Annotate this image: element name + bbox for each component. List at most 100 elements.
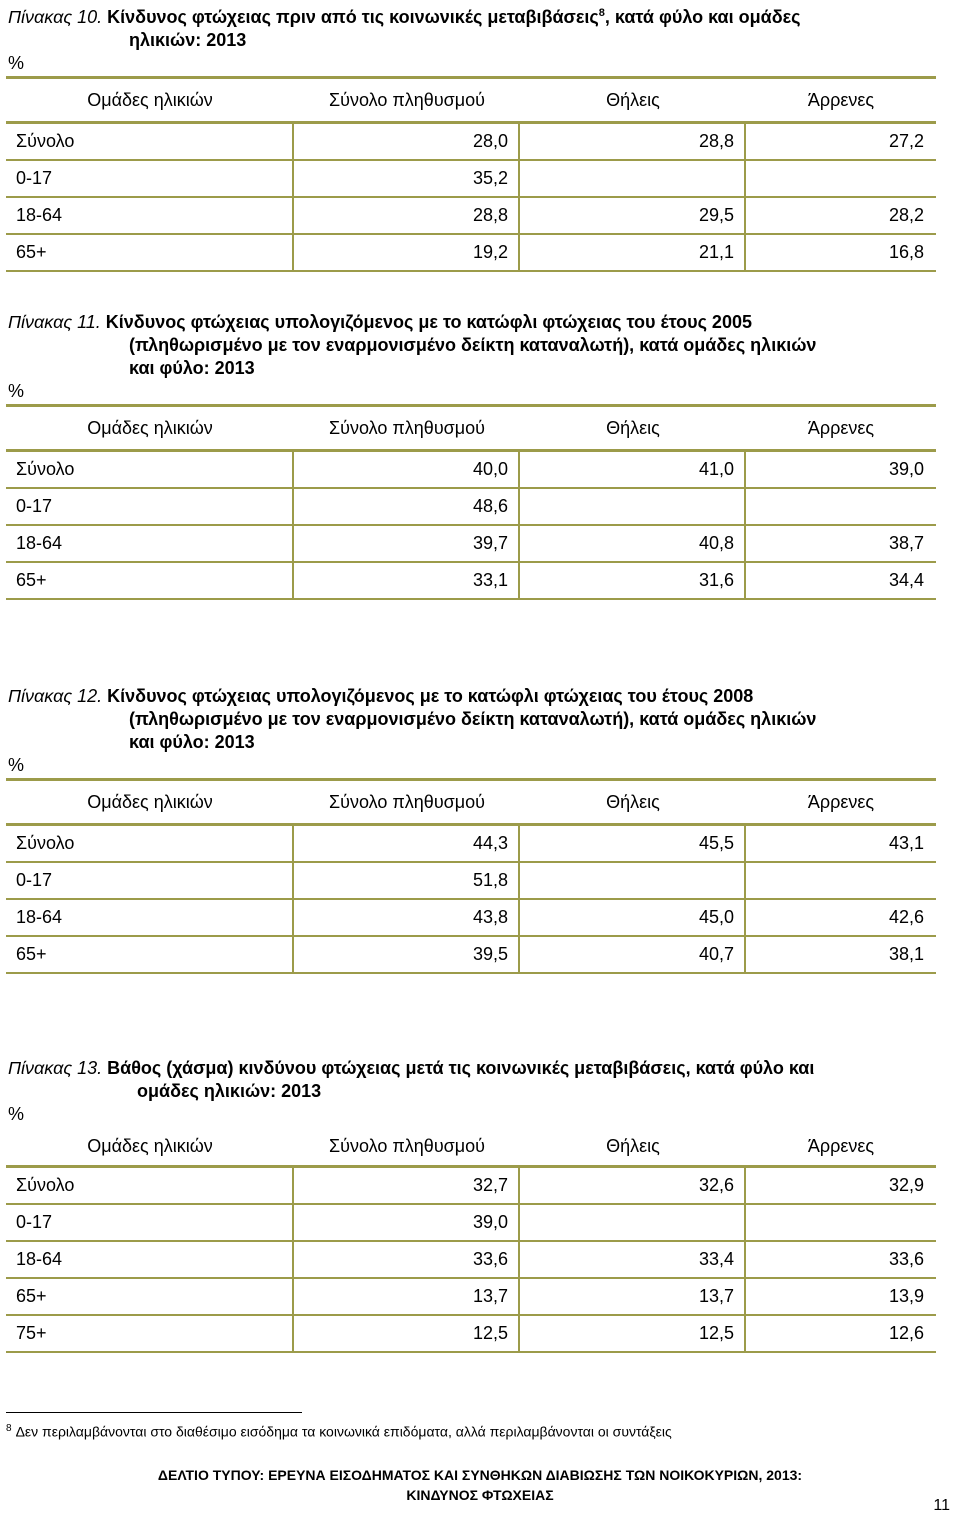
unit-label: % (8, 53, 25, 73)
title-text: Βάθος (χάσμα) κινδύνου φτώχειας μετά τις… (102, 1058, 815, 1078)
col-header-total: Σύνολο πληθυσμού (329, 1135, 485, 1156)
male-cell: 38,1 (888, 944, 924, 964)
age-group-cell: 18-64 (6, 526, 294, 561)
table-row: 18-64 33,6 33,4 33,6 (6, 1242, 936, 1279)
title-text: , κατά φύλο και ομάδες (604, 7, 801, 27)
female-cell: 45,0 (520, 900, 746, 935)
total-cell: 13,7 (294, 1279, 520, 1314)
age-group-cell: Σύνολο (6, 124, 294, 159)
table-row: 65+ 39,5 40,7 38,1 (6, 937, 936, 974)
age-group-cell: Σύνολο (6, 452, 294, 487)
female-cell (520, 863, 746, 898)
table-12: Πίνακας 12. Κίνδυνος φτώχειας υπολογιζόμ… (6, 685, 936, 974)
male-cell: 43,1 (888, 833, 924, 853)
female-cell: 33,4 (520, 1242, 746, 1277)
table-row: 18-64 39,7 40,8 38,7 (6, 526, 936, 563)
table-row: Σύνολο 40,0 41,0 39,0 (6, 452, 936, 489)
table-row: 65+ 13,7 13,7 13,9 (6, 1279, 936, 1316)
col-header-age: Ομάδες ηλικιών (87, 417, 213, 438)
table-row: 0-17 48,6 (6, 489, 936, 526)
footnote-text: Δεν περιλαμβάνονται στο διαθέσιμο εισόδη… (15, 1423, 672, 1440)
table-row: 65+ 19,2 21,1 16,8 (6, 235, 936, 272)
table-label: Πίνακας 10. (8, 7, 103, 27)
col-header-female: Θήλεις (606, 791, 660, 812)
title-text: Κίνδυνος φτώχειας υπολογιζόμενος με το κ… (102, 686, 754, 706)
total-cell: 33,6 (294, 1242, 520, 1277)
total-cell: 12,5 (294, 1316, 520, 1351)
age-group-cell: 65+ (6, 1279, 294, 1314)
total-cell: 28,8 (294, 198, 520, 233)
total-cell: 48,6 (294, 489, 520, 524)
col-header-male: Άρρενες (807, 417, 875, 438)
age-group-cell: 18-64 (6, 900, 294, 935)
female-cell: 12,5 (520, 1316, 746, 1351)
header-row: Ομάδες ηλικιών Σύνολο πληθυσμού Θήλεις Ά… (6, 407, 936, 452)
data-grid: Ομάδες ηλικιών Σύνολο πληθυσμού Θήλεις Ά… (6, 404, 936, 600)
footnote-ref: 8 (598, 7, 605, 19)
table-row: 0-17 39,0 (6, 1205, 936, 1242)
col-header-total: Σύνολο πληθυσμού (329, 417, 485, 438)
total-cell: 28,0 (294, 124, 520, 159)
col-header-total: Σύνολο πληθυσμού (329, 89, 485, 110)
age-group-cell: 18-64 (6, 1242, 294, 1277)
table-row: Σύνολο 28,0 28,8 27,2 (6, 124, 936, 161)
table-12-title: Πίνακας 12. Κίνδυνος φτώχειας υπολογιζόμ… (6, 685, 936, 754)
title-text: και φύλο: 2013 (129, 732, 255, 752)
age-group-cell: 65+ (6, 563, 294, 598)
table-row: 0-17 35,2 (6, 161, 936, 198)
male-cell: 32,9 (888, 1175, 924, 1195)
male-cell (746, 863, 936, 898)
col-header-female: Θήλεις (606, 89, 660, 110)
col-header-male: Άρρενες (807, 791, 875, 812)
table-row: 18-64 43,8 45,0 42,6 (6, 900, 936, 937)
table-row: 0-17 51,8 (6, 863, 936, 900)
data-grid: Ομάδες ηλικιών Σύνολο πληθυσμού Θήλεις Ά… (6, 778, 936, 974)
male-cell: 39,0 (888, 459, 924, 479)
age-group-cell: 18-64 (6, 198, 294, 233)
total-cell: 44,3 (294, 826, 520, 861)
table-13-title: Πίνακας 13. Βάθος (χάσμα) κινδύνου φτώχε… (6, 1057, 936, 1103)
total-cell: 19,2 (294, 235, 520, 270)
female-cell: 21,1 (520, 235, 746, 270)
title-text: ηλικιών: 2013 (129, 30, 247, 50)
data-grid: Ομάδες ηλικιών Σύνολο πληθυσμού Θήλεις Ά… (6, 1127, 936, 1353)
male-cell: 12,6 (888, 1323, 924, 1343)
female-cell (520, 1205, 746, 1240)
female-cell: 31,6 (520, 563, 746, 598)
unit-label: % (8, 755, 25, 775)
male-cell (746, 1205, 936, 1240)
title-text: Κίνδυνος φτώχειας υπολογιζόμενος με το κ… (100, 312, 752, 332)
male-cell (746, 161, 936, 196)
col-header-age: Ομάδες ηλικιών (87, 1135, 213, 1156)
col-header-male: Άρρενες (807, 89, 875, 110)
table-label: Πίνακας 12. (8, 686, 103, 706)
male-cell: 13,9 (888, 1286, 924, 1306)
header-row: Ομάδες ηλικιών Σύνολο πληθυσμού Θήλεις Ά… (6, 781, 936, 826)
table-row: 65+ 33,1 31,6 34,4 (6, 563, 936, 600)
footnote-number: 8 (6, 1423, 12, 1434)
table-row: 75+ 12,5 12,5 12,6 (6, 1316, 936, 1353)
age-group-cell: 0-17 (6, 489, 294, 524)
table-11-title: Πίνακας 11. Κίνδυνος φτώχειας υπολογιζόμ… (6, 311, 936, 380)
female-cell: 41,0 (520, 452, 746, 487)
footnote: 8 Δεν περιλαμβάνονται στο διαθέσιμο εισόδ… (6, 1420, 672, 1441)
total-cell: 51,8 (294, 863, 520, 898)
table-row: 18-64 28,8 29,5 28,2 (6, 198, 936, 235)
female-cell: 45,5 (520, 826, 746, 861)
total-cell: 39,7 (294, 526, 520, 561)
age-group-cell: 65+ (6, 937, 294, 972)
age-group-cell: 0-17 (6, 161, 294, 196)
title-text: και φύλο: 2013 (129, 358, 255, 378)
header-row: Ομάδες ηλικιών Σύνολο πληθυσμού Θήλεις Ά… (6, 1127, 936, 1168)
col-header-age: Ομάδες ηλικιών (87, 791, 213, 812)
col-header-male: Άρρενες (807, 1135, 875, 1156)
age-group-cell: Σύνολο (6, 1168, 294, 1203)
male-cell: 28,2 (888, 205, 924, 225)
age-group-cell: Σύνολο (6, 826, 294, 861)
title-text: ομάδες ηλικιών: 2013 (137, 1081, 322, 1101)
table-row: Σύνολο 32,7 32,6 32,9 (6, 1168, 936, 1205)
female-cell: 40,7 (520, 937, 746, 972)
footnote-divider (6, 1412, 302, 1413)
total-cell: 32,7 (294, 1168, 520, 1203)
total-cell: 39,5 (294, 937, 520, 972)
